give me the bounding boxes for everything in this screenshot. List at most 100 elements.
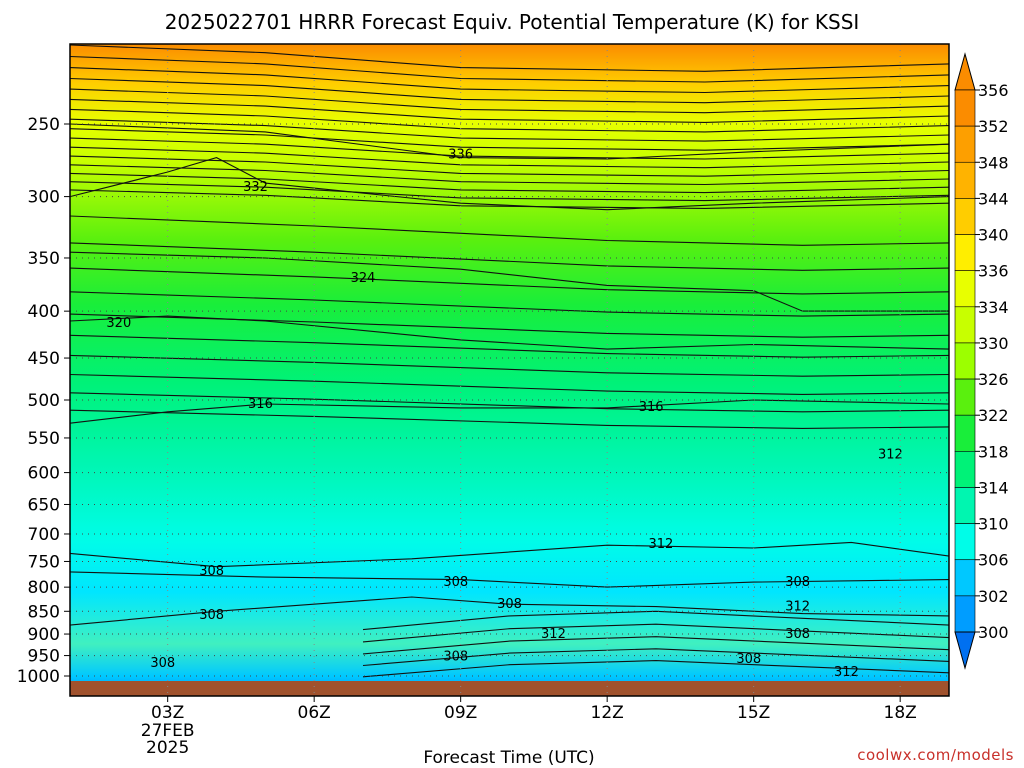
contour-line [69, 77, 950, 104]
colorbar-label: 340 [978, 226, 1009, 245]
y-tick-label: 850 [28, 602, 60, 622]
contour-line [362, 623, 950, 643]
colorbar-segment [954, 559, 976, 597]
colorbar-segment [954, 378, 976, 416]
colorbar-segment [954, 451, 976, 488]
y-tick-label: 650 [28, 495, 60, 515]
y-tick-label: 300 [28, 188, 60, 208]
plot-frame [69, 43, 950, 697]
contour-label: 316 [639, 400, 664, 415]
contour-line [69, 88, 950, 114]
colorbar-label: 330 [978, 334, 1009, 353]
y-tick-label: 1000 [17, 667, 60, 687]
colorbar-label: 348 [978, 153, 1009, 172]
colorbar-segment [954, 487, 976, 524]
colorbar-label: 356 [978, 81, 1009, 100]
colorbar-segment [954, 306, 976, 344]
colorbar-label: 314 [978, 478, 1009, 497]
contour-label: 320 [106, 316, 131, 331]
contour-label: 312 [785, 600, 810, 615]
contour-line [69, 291, 950, 317]
colorbar-segment [954, 234, 976, 271]
colorbar-label: 334 [978, 298, 1009, 317]
contour-line [69, 44, 950, 72]
x-tick-label: 18Z [884, 703, 917, 723]
x-axis-label: Forecast Time (UTC) [423, 748, 594, 768]
contour-line [69, 67, 950, 94]
contour-label: 308 [736, 652, 761, 667]
contour-316 [69, 399, 950, 424]
colorbar-segment [954, 198, 976, 235]
x-tick-label: 09Z [444, 703, 477, 723]
y-tick-label: 700 [28, 525, 60, 545]
y-tick-label: 950 [28, 647, 60, 667]
contour-line [69, 128, 950, 151]
chart-title: 2025022701 HRRR Forecast Equiv. Potentia… [165, 10, 860, 34]
colorbar-segment [954, 342, 976, 380]
contour-308 [69, 571, 950, 588]
x-tick-sublabel: 2025 [146, 738, 189, 758]
y-tick-label: 550 [28, 429, 60, 449]
contour-line [69, 373, 950, 395]
contour-332 [69, 157, 950, 211]
contour-line [69, 181, 950, 202]
colorbar-label: 310 [978, 515, 1009, 534]
contour-line [69, 98, 950, 123]
contour-line [69, 164, 950, 186]
grid [70, 44, 949, 696]
y-tick-label: 350 [28, 249, 60, 269]
colorbar-label: 300 [978, 623, 1009, 642]
contour-line [69, 354, 950, 377]
colorbar-segment [954, 161, 976, 199]
contour-label: 312 [541, 627, 566, 642]
contour-lines [69, 44, 950, 678]
y-tick-label: 750 [28, 552, 60, 572]
colorbar-segment [954, 125, 976, 163]
contour-label: 312 [834, 665, 859, 680]
contour-label: 332 [243, 180, 268, 195]
x-tick-label: 06Z [298, 703, 331, 723]
colorbar-label: 318 [978, 442, 1009, 461]
contour-line [69, 242, 950, 271]
colorbar-segment [954, 270, 976, 308]
contour-line [69, 392, 950, 413]
contour-line [69, 409, 950, 429]
x-tick-label: 15Z [737, 703, 770, 723]
contour-336 [69, 123, 950, 160]
colorbar-label: 344 [978, 189, 1009, 208]
y-tick-label: 600 [28, 464, 60, 484]
contour-line [69, 172, 950, 194]
contour-label: 324 [351, 271, 376, 286]
contour-label: 308 [199, 564, 224, 579]
colorbar-top-arrow [954, 52, 976, 91]
colorbar-label: 336 [978, 262, 1009, 281]
colorbar-segment [954, 523, 976, 561]
contour-label: 316 [248, 397, 273, 412]
contour-line [69, 313, 950, 338]
colorbar-label: 302 [978, 587, 1009, 606]
y-tick-label: 250 [28, 115, 60, 135]
y-tick-label: 500 [28, 391, 60, 411]
x-tick-sublabel: 27FEB [141, 721, 195, 741]
y-tick-label: 800 [28, 578, 60, 598]
colorbar-segment [954, 414, 976, 452]
contour-line [69, 137, 950, 160]
colorbar-label: 306 [978, 551, 1009, 570]
contour-line [69, 55, 950, 83]
colorbar-label: 326 [978, 370, 1009, 389]
contour-line [69, 334, 950, 358]
contour-label: 308 [443, 649, 468, 664]
contour-line [362, 648, 950, 667]
contour-308 [69, 596, 950, 626]
colorbar-label: 322 [978, 406, 1009, 425]
contour-labels: 336 332 324 320 316 316 312 312 308 308 308 308 308 3… [106, 148, 902, 680]
contour-line [69, 118, 950, 142]
contour-label: 336 [448, 148, 473, 163]
y-tick-label: 900 [28, 625, 60, 645]
contour-line [362, 636, 950, 655]
contour-label: 308 [443, 575, 468, 590]
contour-label: 308 [199, 608, 224, 623]
contour-label: 312 [648, 537, 673, 552]
